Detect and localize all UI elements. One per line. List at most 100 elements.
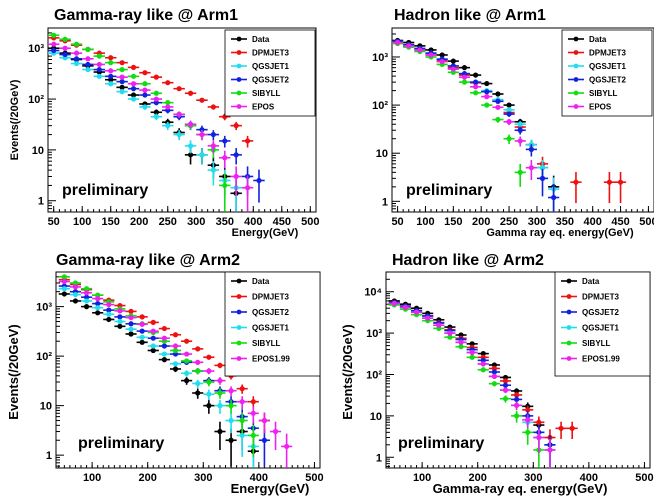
data-point bbox=[477, 361, 489, 367]
data-point bbox=[103, 301, 115, 308]
point-marker bbox=[119, 89, 125, 95]
data-point bbox=[125, 326, 137, 332]
data-point bbox=[214, 421, 226, 451]
point-marker bbox=[517, 138, 523, 144]
point-marker bbox=[96, 53, 102, 59]
data-point bbox=[150, 90, 163, 96]
point-marker bbox=[239, 386, 245, 392]
legend-label: QGSJET1 bbox=[589, 62, 626, 71]
point-marker bbox=[72, 291, 79, 298]
data-point bbox=[69, 298, 82, 304]
point-marker bbox=[95, 296, 101, 302]
data-point bbox=[499, 387, 512, 394]
point-marker bbox=[83, 304, 90, 310]
data-point bbox=[253, 169, 265, 203]
data-point bbox=[105, 73, 117, 79]
point-marker bbox=[536, 434, 542, 441]
data-point bbox=[116, 84, 128, 90]
point-marker bbox=[61, 286, 67, 292]
data-point bbox=[436, 59, 448, 65]
legend-entry: DPMJET3 bbox=[561, 293, 619, 302]
data-point bbox=[214, 362, 226, 369]
point-marker bbox=[139, 321, 145, 327]
point-marker bbox=[206, 368, 212, 374]
data-point bbox=[603, 171, 615, 204]
point-marker bbox=[228, 388, 234, 394]
data-point bbox=[92, 301, 104, 307]
data-point bbox=[207, 161, 220, 186]
point-marker bbox=[480, 367, 486, 373]
y-tick-label: 1 bbox=[382, 196, 388, 208]
data-point bbox=[219, 173, 231, 212]
data-point bbox=[105, 81, 117, 87]
legend-swatch-marker bbox=[236, 309, 242, 315]
data-point bbox=[59, 45, 71, 51]
legend-label: DPMJET3 bbox=[582, 293, 619, 302]
point-marker bbox=[506, 136, 512, 142]
data-point bbox=[169, 366, 182, 373]
data-point bbox=[136, 314, 148, 320]
point-marker bbox=[106, 311, 112, 317]
point-marker bbox=[195, 368, 201, 374]
data-point bbox=[58, 286, 70, 292]
point-marker bbox=[172, 332, 179, 338]
data-point bbox=[422, 315, 434, 321]
legend-label: SIBYLL bbox=[252, 339, 281, 348]
data-point bbox=[503, 111, 515, 117]
data-point bbox=[614, 171, 627, 204]
data-point bbox=[127, 92, 140, 98]
data-point bbox=[169, 351, 182, 357]
data-point bbox=[514, 163, 526, 187]
data-point bbox=[82, 56, 94, 62]
data-point bbox=[192, 359, 204, 365]
legend-entry: QGSJET2 bbox=[561, 308, 619, 317]
data-point bbox=[81, 286, 93, 292]
point-marker bbox=[106, 316, 112, 323]
x-axis-label: Gamma-ray eq. energy(GeV) bbox=[433, 481, 608, 496]
point-marker bbox=[128, 321, 134, 327]
data-point bbox=[70, 56, 83, 62]
legend-entry: SIBYLL bbox=[568, 89, 618, 98]
data-point bbox=[158, 343, 170, 349]
point-marker bbox=[199, 127, 205, 133]
data-point bbox=[162, 80, 174, 86]
point-marker bbox=[233, 152, 239, 158]
point-marker bbox=[558, 425, 564, 431]
point-marker bbox=[210, 167, 216, 173]
data-point bbox=[93, 61, 106, 68]
data-point bbox=[114, 318, 126, 325]
point-marker bbox=[491, 369, 497, 375]
point-marker bbox=[480, 357, 486, 363]
point-marker bbox=[458, 339, 464, 345]
data-point bbox=[127, 96, 140, 102]
data-point bbox=[522, 414, 534, 428]
point-marker bbox=[514, 392, 520, 398]
data-point bbox=[184, 120, 197, 129]
point-marker bbox=[525, 407, 531, 413]
y-tick-label: 10 bbox=[40, 401, 52, 413]
data-point bbox=[258, 428, 270, 467]
point-marker bbox=[85, 46, 91, 52]
data-point bbox=[70, 60, 83, 67]
point-marker bbox=[85, 66, 91, 73]
data-point bbox=[414, 47, 426, 53]
point-marker bbox=[62, 45, 68, 51]
legend-label: DPMJET3 bbox=[589, 49, 626, 58]
data-point bbox=[548, 183, 560, 212]
point-marker bbox=[502, 378, 509, 384]
point-marker bbox=[142, 92, 148, 98]
legend-swatch-marker bbox=[236, 63, 242, 69]
data-point bbox=[105, 68, 117, 74]
point-marker bbox=[461, 74, 468, 80]
x-tick-label: 400 bbox=[584, 216, 602, 228]
x-tick-label: 500 bbox=[305, 472, 323, 484]
data-point bbox=[48, 47, 60, 54]
point-marker bbox=[62, 51, 68, 58]
point-marker bbox=[128, 326, 134, 332]
point-marker bbox=[469, 349, 475, 356]
point-marker bbox=[469, 341, 475, 347]
x-tick-label: 500 bbox=[635, 472, 653, 484]
legend-label: EPOS1.99 bbox=[252, 355, 290, 364]
data-point bbox=[481, 94, 493, 100]
point-marker bbox=[502, 396, 509, 402]
